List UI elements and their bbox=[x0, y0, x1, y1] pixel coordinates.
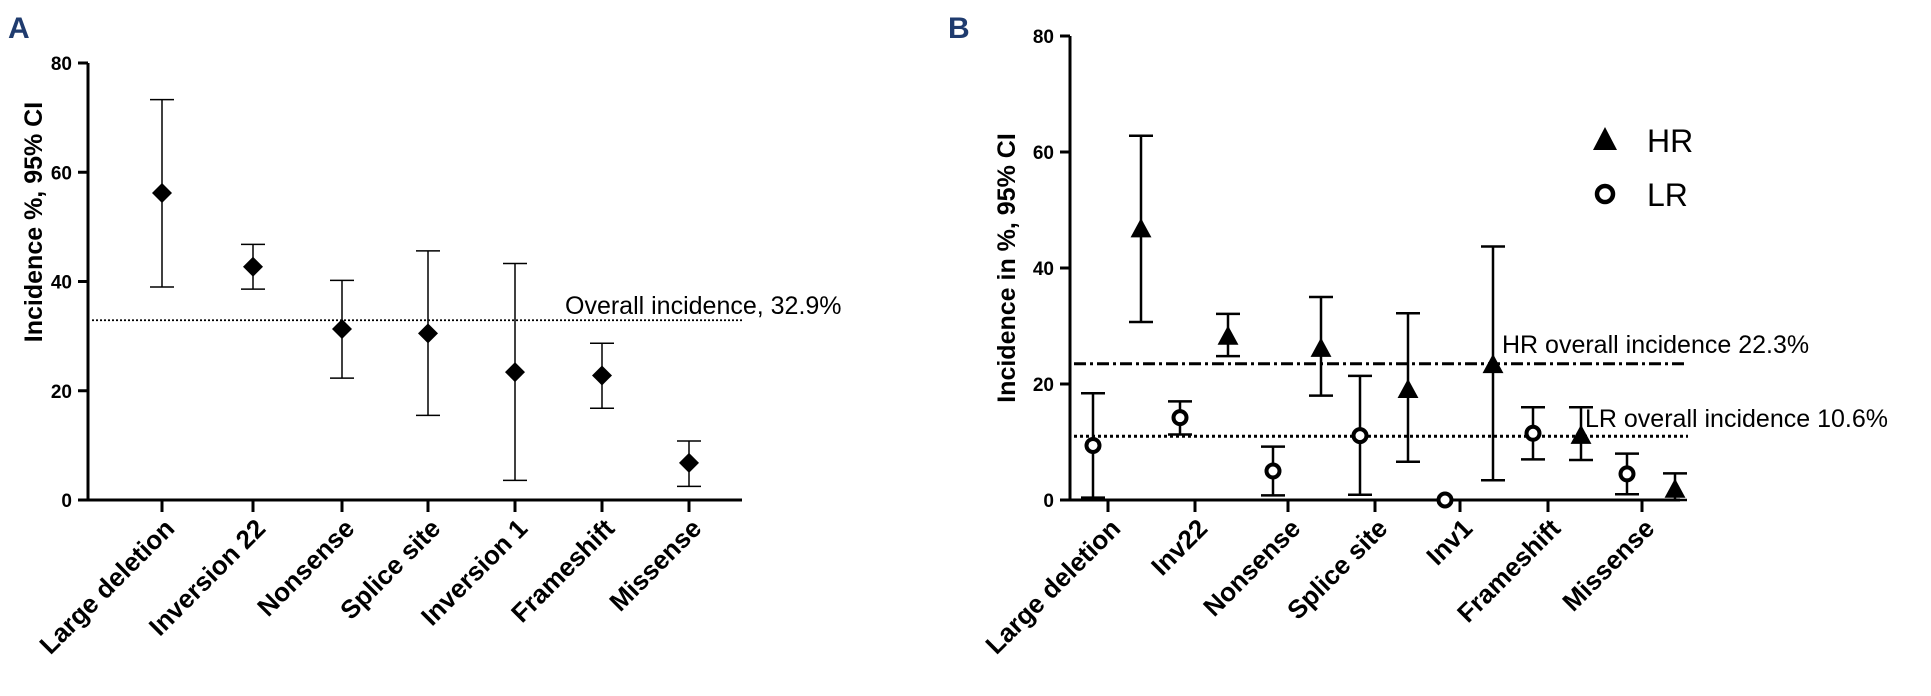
y-tick-label: 20 bbox=[51, 382, 72, 403]
x-tick-label: Large deletion bbox=[979, 513, 1126, 660]
reference-line-label: LR overall incidence 10.6% bbox=[1585, 405, 1888, 433]
data-point-lr bbox=[1171, 409, 1189, 427]
data-point-all bbox=[679, 452, 699, 473]
legend-marker-hr bbox=[1593, 127, 1617, 150]
panel-b: B 0 20 40 60 80 Incidence in %, 95% CI Large d… bbox=[948, 12, 1888, 660]
legend-label-hr: HR bbox=[1647, 123, 1693, 159]
y-axis-title: Incidence in %, 95% CI bbox=[993, 133, 1021, 403]
x-tick-label: Inv1 bbox=[1420, 513, 1478, 571]
data-point-hr bbox=[1130, 218, 1152, 238]
data-point-lr bbox=[1524, 424, 1542, 442]
data-point-all bbox=[243, 256, 263, 277]
data-point-hr bbox=[1570, 424, 1592, 444]
data-point-lr bbox=[1618, 465, 1636, 483]
y-axis-title: Incidence %, 95% CI bbox=[20, 102, 48, 342]
x-tick-label: Missense bbox=[1556, 513, 1660, 617]
y-tick-label: 80 bbox=[51, 54, 72, 75]
data-point-lr bbox=[1264, 462, 1282, 480]
y-tick-label: 80 bbox=[1033, 27, 1054, 48]
x-tick-label: Inv22 bbox=[1145, 513, 1213, 581]
panel-a: A 0 20 40 60 80 Incidence %, 95% CI Large dele… bbox=[8, 12, 842, 660]
y-tick-label: 40 bbox=[1033, 259, 1054, 280]
x-tick-label: Missense bbox=[603, 513, 707, 617]
data-point-hr bbox=[1397, 378, 1419, 399]
data-point-all bbox=[592, 365, 612, 386]
data-point-hr bbox=[1310, 337, 1332, 357]
reference-line-label: Overall incidence, 32.9% bbox=[565, 292, 842, 320]
reference-line-label: HR overall incidence 22.3% bbox=[1502, 331, 1809, 359]
data-point-all bbox=[505, 362, 525, 383]
data-point-all bbox=[152, 183, 172, 204]
legend-marker-lr bbox=[1594, 183, 1616, 205]
y-tick-label: 20 bbox=[1033, 375, 1054, 396]
y-tick-label: 60 bbox=[1033, 143, 1054, 164]
y-tick-label: 0 bbox=[1043, 491, 1054, 512]
data-point-lr bbox=[1436, 491, 1454, 509]
y-tick-label: 60 bbox=[51, 163, 72, 184]
data-point-all bbox=[332, 319, 352, 340]
data-point-lr bbox=[1084, 436, 1102, 454]
data-point-lr bbox=[1351, 427, 1369, 445]
panel-a-label: A bbox=[8, 12, 30, 45]
data-point-hr bbox=[1217, 325, 1239, 345]
data-point-all bbox=[418, 323, 438, 344]
y-tick-label: 0 bbox=[61, 491, 72, 512]
x-tick-label: Large deletion bbox=[33, 513, 180, 660]
panel-b-label: B bbox=[948, 12, 970, 45]
data-point-hr bbox=[1664, 478, 1686, 498]
legend-label-lr: LR bbox=[1647, 177, 1688, 213]
y-tick-label: 40 bbox=[51, 273, 72, 294]
data-point-hr bbox=[1482, 353, 1504, 374]
